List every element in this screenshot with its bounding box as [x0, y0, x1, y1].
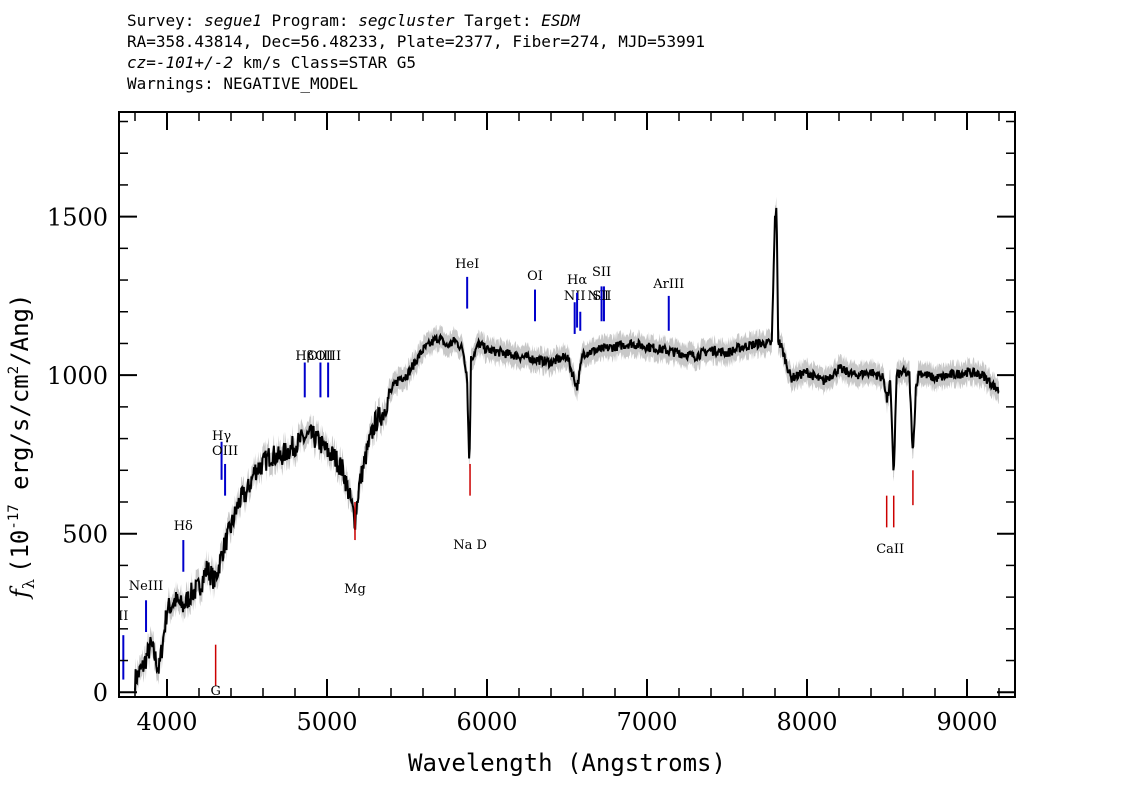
- header-line-warnings: Warnings: NEGATIVE_MODEL: [127, 74, 359, 93]
- emission-line-label: Hδ: [174, 519, 193, 534]
- y-tick-label: 0: [93, 679, 108, 707]
- plot-frame: [118, 111, 1016, 698]
- y-axis-exponent: -17: [6, 504, 22, 529]
- emission-line-label: OIII: [315, 349, 341, 364]
- survey-label: Survey:: [127, 11, 205, 30]
- absorption-line-label: Mg: [344, 582, 366, 597]
- program-label: Program:: [261, 11, 359, 30]
- target-value: ESDM: [541, 11, 580, 30]
- emission-line-label: Hβ: [295, 349, 314, 364]
- survey-value: segue1: [204, 11, 262, 30]
- x-tick-label: 6000: [456, 708, 517, 736]
- emission-line-label: SII: [592, 265, 611, 280]
- target-label: Target:: [454, 11, 542, 30]
- y-axis-exponent: 2: [6, 366, 22, 374]
- emission-line-label: Hα: [567, 273, 587, 288]
- emission-line-label: SII: [592, 289, 611, 304]
- redshift-value: cz=-101+/-2: [127, 53, 233, 72]
- header-line-survey: Survey: segue1 Program: segcluster Targe…: [127, 10, 705, 31]
- x-axis-title: Wavelength (Angstroms): [408, 749, 726, 777]
- y-axis-title: fλ(10-17 erg/s/cm2/Ang): [6, 294, 38, 600]
- y-tick-label: 500: [62, 521, 108, 549]
- x-tick-label: 5000: [296, 708, 357, 736]
- x-tick-label: 8000: [776, 708, 837, 736]
- y-tick-label: 1500: [47, 204, 108, 232]
- y-axis-unit-part: erg/s/cm: [6, 374, 34, 504]
- flux-series-line: [134, 207, 1000, 691]
- x-tick-label: 9000: [936, 708, 997, 736]
- y-axis-title-text: fλ(10-17 erg/s/cm2/Ang): [6, 294, 38, 600]
- emission-line-label: NII: [564, 289, 586, 304]
- emission-line-label: Hγ: [212, 429, 231, 444]
- x-tick-label: 7000: [616, 708, 677, 736]
- emission-line-label: NeIII: [129, 579, 163, 594]
- emission-line-label: OI: [527, 269, 543, 284]
- program-value: segcluster: [358, 11, 455, 30]
- absorption-line-label: G: [210, 684, 220, 699]
- absorption-line-label: CaII: [876, 542, 904, 557]
- absorption-line-label: Na D: [453, 538, 487, 553]
- header-line-coordinates: RA=358.43814, Dec=56.48233, Plate=2377, …: [127, 32, 705, 51]
- axes: 4000 5000 6000 7000 8000 9000 0 500 1000 1500 Wave…: [6, 111, 1016, 777]
- y-axis-unit-part: (10: [6, 530, 34, 573]
- x-tick-label: 4000: [136, 708, 197, 736]
- y-axis-unit-part: /Ang): [6, 294, 34, 366]
- class-value: km/s Class=STAR G5: [232, 53, 416, 72]
- plot-area: IINeIIIHδHγOIIIHβOIIIOIIIHeIOINIIHαNIISI…: [118, 196, 1000, 699]
- emission-line-label: OIII: [212, 444, 238, 459]
- y-tick-label: 1000: [47, 362, 108, 390]
- emission-line-label: OIII: [307, 349, 333, 364]
- header-line-redshift: cz=-101+/-2 km/s Class=STAR G5: [127, 52, 705, 73]
- spectrum-header: Survey: segue1 Program: segcluster Targe…: [127, 10, 705, 94]
- emission-line-label: HeI: [455, 257, 479, 272]
- emission-line-label: II: [118, 609, 128, 624]
- emission-line-label: ArIII: [652, 277, 684, 292]
- y-axis-subscript: λ: [19, 579, 38, 589]
